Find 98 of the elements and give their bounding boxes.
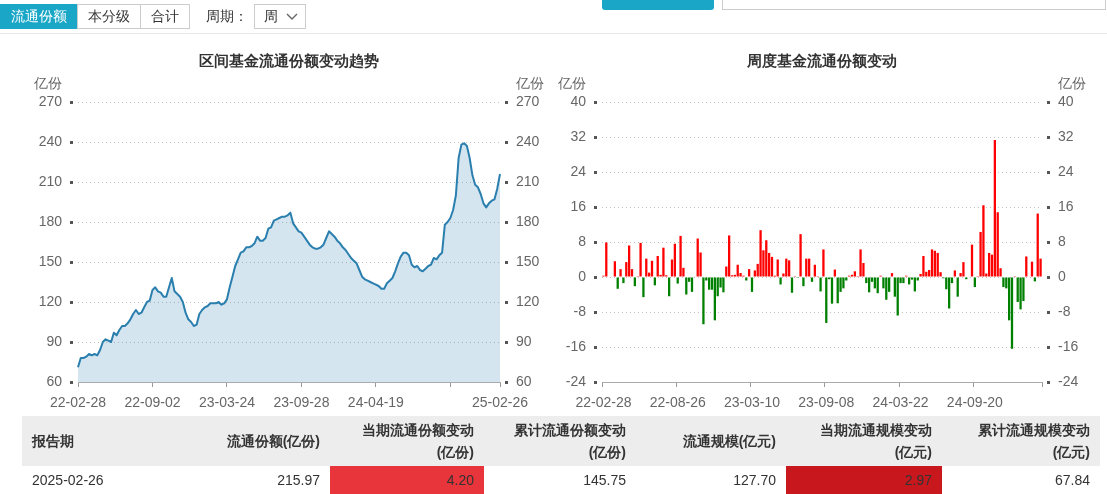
y2-axis-title: 亿份 bbox=[515, 74, 544, 91]
bar bbox=[819, 277, 822, 292]
x-tick-label: 25-02-26 bbox=[471, 394, 529, 411]
text: 合计 bbox=[151, 8, 179, 24]
x-tick-label: 22-09-02 bbox=[124, 394, 181, 411]
bar bbox=[953, 270, 956, 277]
y2-tick-label: 180 bbox=[516, 212, 540, 229]
bar bbox=[639, 242, 642, 277]
bar bbox=[619, 269, 622, 277]
text: 流通份额 bbox=[11, 8, 67, 24]
x-tick-label: 24-09-20 bbox=[946, 394, 1004, 411]
y2-tick-label: 40 bbox=[1058, 92, 1074, 109]
bar bbox=[702, 277, 705, 325]
category-label: 累计流通规模变动 (亿元) bbox=[977, 421, 1091, 462]
category-label: 流通份额(亿份) bbox=[225, 432, 321, 451]
chart-title: 区间基金流通份额变动趋势 bbox=[199, 52, 379, 70]
x-tick-label: 22-02-28 bbox=[575, 394, 632, 411]
y-tick-label: -24 bbox=[565, 372, 587, 389]
bar bbox=[890, 273, 894, 277]
x-tick-label: 24-03-22 bbox=[872, 394, 929, 411]
text: 127.70 bbox=[733, 472, 776, 488]
bar bbox=[642, 277, 645, 298]
y2-tick-label: 16 bbox=[1058, 197, 1074, 214]
bar bbox=[802, 277, 805, 287]
y-axis-title: 亿份 bbox=[557, 74, 586, 91]
y-tick-label: 120 bbox=[38, 292, 63, 309]
y2-tick-label: 32 bbox=[1058, 127, 1074, 144]
y2-tick-label: 120 bbox=[516, 292, 540, 309]
y2-tick-label: -16 bbox=[1058, 337, 1079, 354]
y-tick-label: 180 bbox=[38, 212, 63, 229]
category-label: 累计流通份额变动 (亿份) bbox=[513, 421, 627, 462]
x-tick-label: 24-04-19 bbox=[347, 394, 405, 411]
y-tick-label: 90 bbox=[46, 332, 63, 349]
x-tick-label: 23-03-24 bbox=[198, 394, 256, 411]
bar bbox=[779, 277, 782, 285]
text: 67.84 bbox=[1054, 472, 1090, 488]
bar bbox=[799, 234, 802, 277]
y2-tick-label: 0 bbox=[1058, 267, 1066, 284]
x-tick-label: 22-02-28 bbox=[49, 394, 107, 411]
y2-tick-label: 210 bbox=[516, 172, 540, 189]
y2-tick-label: -24 bbox=[1058, 372, 1079, 389]
category-label: 报告期 bbox=[30, 432, 75, 451]
bar bbox=[1025, 256, 1028, 277]
x-tick-label: 23-09-08 bbox=[798, 394, 855, 411]
y2-tick-label: 8 bbox=[1058, 232, 1066, 249]
y2-axis-title: 亿份 bbox=[1057, 74, 1086, 91]
bar bbox=[722, 277, 725, 293]
bar bbox=[922, 256, 925, 277]
bar bbox=[748, 269, 751, 277]
y2-tick-label: 60 bbox=[516, 372, 532, 389]
bar bbox=[605, 242, 608, 277]
category-label: 当期流通份额变动 (亿份) bbox=[361, 421, 475, 462]
x-tick-label: 23-09-28 bbox=[273, 394, 330, 411]
y2-tick-label: -8 bbox=[1058, 302, 1071, 319]
bar bbox=[962, 262, 965, 277]
bar bbox=[662, 247, 665, 277]
y2-tick-label: 240 bbox=[516, 132, 540, 149]
text: 本分级 bbox=[88, 8, 130, 24]
bar bbox=[902, 277, 905, 284]
y-axis-title: 亿份 bbox=[33, 74, 62, 91]
y2-tick-label: 150 bbox=[516, 252, 540, 269]
bar bbox=[679, 235, 682, 277]
y-tick-label: 270 bbox=[38, 92, 63, 109]
y-tick-label: 40 bbox=[570, 92, 587, 109]
x-tick-label: 22-08-26 bbox=[649, 394, 706, 411]
y-tick-label: -16 bbox=[565, 337, 587, 354]
text: 145.75 bbox=[583, 472, 626, 488]
y-tick-label: 0 bbox=[578, 267, 587, 284]
category-label: 流通规模(亿元) bbox=[681, 432, 777, 451]
text: 215.97 bbox=[277, 472, 320, 488]
text: 2.97 bbox=[904, 472, 932, 488]
y-tick-label: 16 bbox=[570, 197, 587, 214]
chart-title: 周度基金流通份额变动 bbox=[746, 52, 897, 70]
y-tick-label: 32 bbox=[570, 127, 587, 144]
y-tick-label: -8 bbox=[573, 302, 587, 319]
y-tick-label: 24 bbox=[570, 162, 587, 179]
x-tick-label: 23-03-10 bbox=[723, 394, 781, 411]
text: 周 bbox=[264, 7, 278, 26]
y-tick-label: 240 bbox=[38, 132, 63, 149]
bar bbox=[613, 261, 616, 277]
bar bbox=[842, 277, 845, 289]
bar bbox=[982, 205, 985, 277]
y2-tick-label: 270 bbox=[516, 92, 540, 109]
y2-tick-label: 90 bbox=[516, 332, 532, 349]
text: 4.20 bbox=[446, 472, 474, 488]
y2-tick-label: 24 bbox=[1058, 162, 1074, 179]
text: 周期： bbox=[206, 7, 248, 26]
bar bbox=[859, 249, 862, 277]
y-tick-label: 210 bbox=[38, 172, 63, 189]
y-tick-label: 8 bbox=[578, 232, 587, 249]
bar bbox=[622, 277, 625, 284]
y-tick-label: 150 bbox=[38, 252, 63, 269]
bar bbox=[759, 230, 762, 277]
text: 2025-02-26 bbox=[32, 472, 104, 488]
bar bbox=[1019, 277, 1022, 310]
y-tick-label: 60 bbox=[46, 372, 63, 389]
bar bbox=[822, 249, 825, 277]
category-label: 当期流通规模变动 (亿元) bbox=[819, 421, 933, 462]
